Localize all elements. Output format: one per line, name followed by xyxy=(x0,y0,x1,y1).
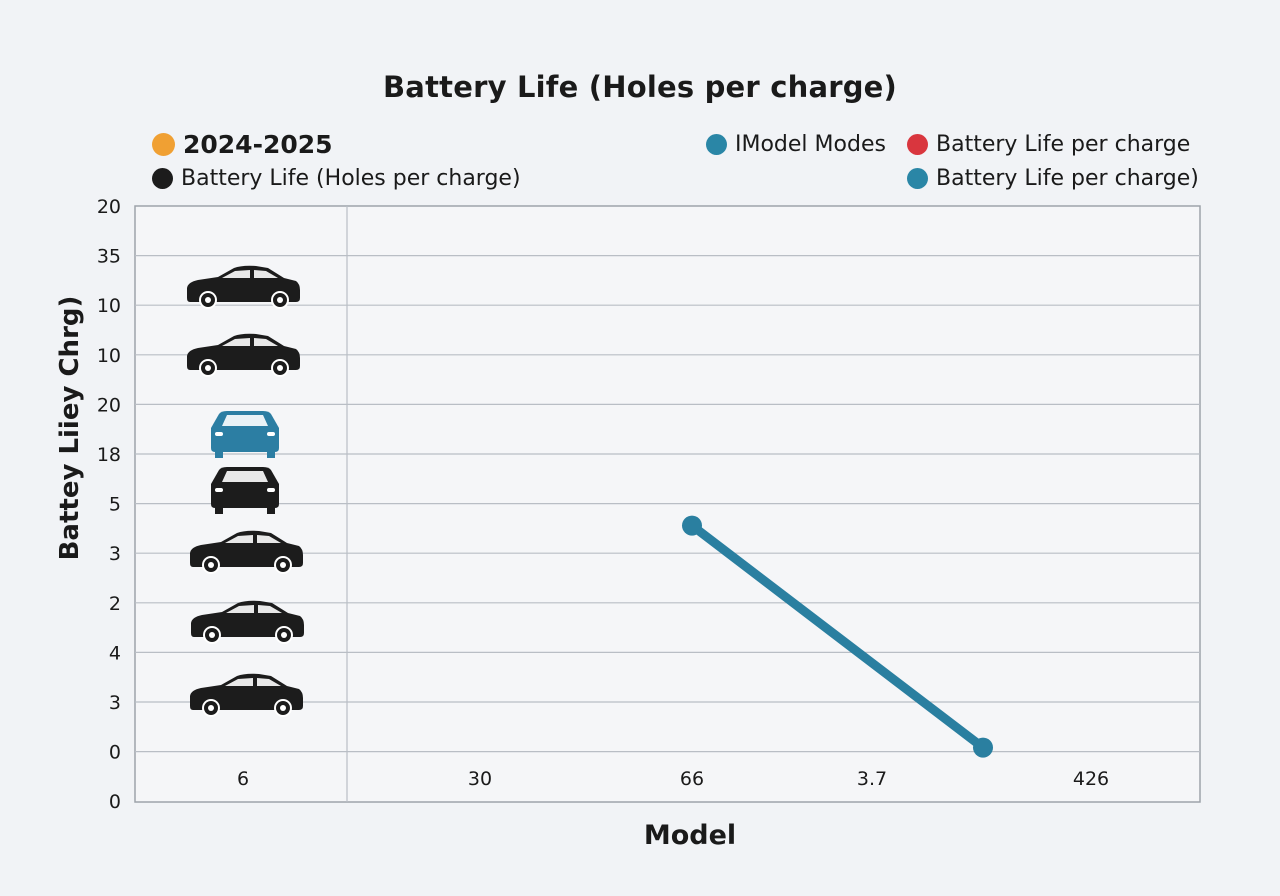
headlight xyxy=(215,488,223,492)
y-tick-label: 20 xyxy=(97,394,121,416)
car-windshield xyxy=(222,415,268,426)
x-tick-label: 30 xyxy=(468,768,492,790)
legend-swatch xyxy=(706,134,727,155)
car-front-icon xyxy=(211,467,279,514)
legend-swatch xyxy=(907,134,928,155)
x-tick-label: 66 xyxy=(680,768,704,790)
car-window xyxy=(222,270,250,278)
headlight xyxy=(267,488,275,492)
wheel-hub xyxy=(205,365,211,371)
legend-label: Battery Life per charge xyxy=(936,132,1191,157)
y-tick-label: 2 xyxy=(109,593,121,615)
y-tick-label: 5 xyxy=(109,494,121,516)
legend-label: IModel Modes xyxy=(735,132,886,157)
y-tick-label: 18 xyxy=(97,444,121,466)
series-layer xyxy=(682,515,993,758)
wheel-hub xyxy=(205,297,211,303)
car-window xyxy=(226,605,254,613)
y-axis-label: Battey Liiey Chrg) xyxy=(55,295,85,561)
legend-swatch xyxy=(152,168,173,189)
y-tick-label: 10 xyxy=(97,295,121,317)
x-tick-labels: 6 30 66 3.7 426 xyxy=(237,768,1109,790)
y-tick-labels: 20 35 10 10 20 18 5 3 2 4 3 0 0 xyxy=(97,196,121,813)
y-tick-label: 0 xyxy=(109,742,121,764)
wheel xyxy=(215,450,223,458)
car-window xyxy=(225,535,253,543)
legend-swatch xyxy=(907,168,928,189)
grid-lines xyxy=(134,205,1201,803)
car-window xyxy=(254,338,278,346)
headlight xyxy=(215,432,223,436)
y-tick-label: 4 xyxy=(109,642,121,664)
car-windshield xyxy=(222,471,268,482)
x-tick-label: 6 xyxy=(237,768,249,790)
y-tick-label: 3 xyxy=(109,543,121,565)
car-side-icon xyxy=(190,530,303,574)
data-point xyxy=(973,737,993,758)
wheel-hub xyxy=(208,562,214,568)
y-tick-label: 10 xyxy=(97,345,121,367)
wheel-hub xyxy=(277,297,283,303)
chart-title: Battery Life (Holes per charge) xyxy=(383,70,897,104)
wheel-hub xyxy=(208,705,214,711)
legend-item-model-modes: IModel Modes xyxy=(706,132,886,157)
legend-swatch xyxy=(152,133,175,156)
data-point xyxy=(682,515,702,536)
legend-item-2024-2025-orange: 2024-2025 xyxy=(152,130,333,159)
y-tick-label: 20 xyxy=(97,196,121,218)
car-window xyxy=(225,678,253,686)
car-icons xyxy=(187,265,304,717)
legend-item-battery-life-teal: Battery Life per charge) xyxy=(907,166,1199,191)
wheel xyxy=(267,450,275,458)
x-axis-label: Model xyxy=(643,820,737,851)
wheel-hub xyxy=(280,562,286,568)
headlight xyxy=(267,432,275,436)
wheel-hub xyxy=(280,705,286,711)
car-window xyxy=(222,338,250,346)
y-tick-label: 0 xyxy=(109,791,121,813)
legend-item-battery-life-black: Battery Life (Holes per charge) xyxy=(152,166,521,191)
y-tick-label: 35 xyxy=(97,246,121,268)
x-tick-label: 3.7 xyxy=(857,768,887,790)
wheel xyxy=(215,506,223,514)
car-front-icon xyxy=(211,411,279,458)
legend-label: Battery Life per charge) xyxy=(936,166,1199,191)
legend-label: Battery Life (Holes per charge) xyxy=(181,166,521,191)
car-window xyxy=(257,678,281,686)
x-tick-label: 426 xyxy=(1073,768,1109,790)
car-window xyxy=(257,535,281,543)
series-line xyxy=(687,521,988,753)
legend-label: 2024-2025 xyxy=(183,130,333,159)
car-side-icon xyxy=(187,333,300,377)
car-window xyxy=(254,270,278,278)
wheel-hub xyxy=(277,365,283,371)
car-side-icon xyxy=(191,600,304,644)
car-side-icon xyxy=(187,265,300,309)
car-window xyxy=(258,605,282,613)
y-tick-label: 3 xyxy=(109,692,121,714)
wheel-hub xyxy=(209,632,215,638)
car-side-icon xyxy=(190,673,303,717)
wheel-hub xyxy=(281,632,287,638)
legend-item-battery-life-red: Battery Life per charge xyxy=(907,132,1190,157)
wheel xyxy=(267,506,275,514)
